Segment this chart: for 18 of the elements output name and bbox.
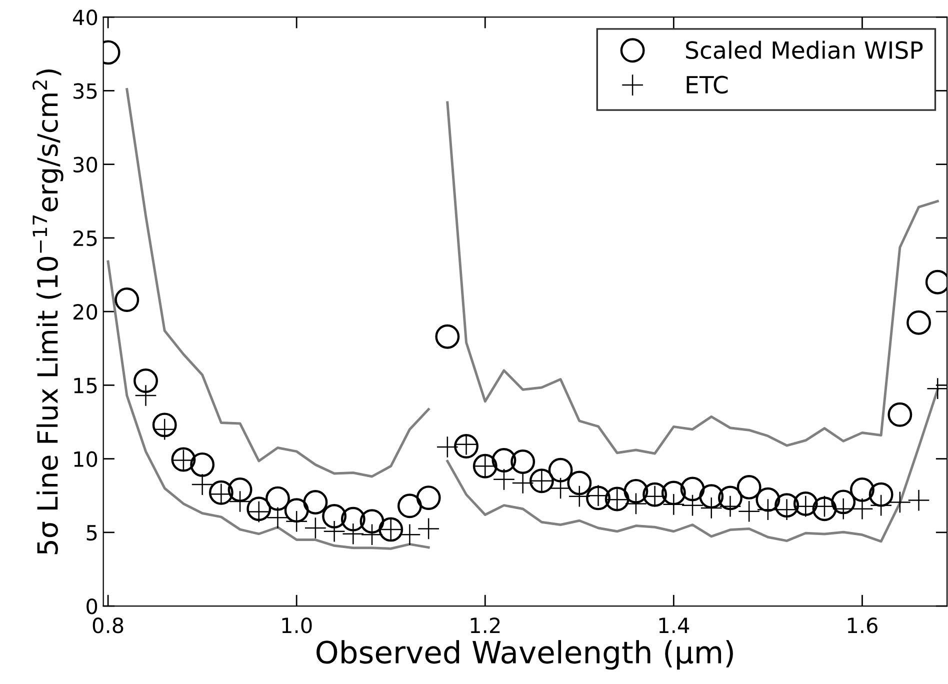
y-tick-label: 15	[74, 378, 97, 394]
x-tick-label: 1.6	[848, 618, 878, 634]
legend-label: ETC	[686, 76, 728, 94]
y-tick-label: 30	[74, 156, 98, 173]
x-tick-label: 0.8	[92, 618, 124, 634]
y-tick-label: 0	[86, 598, 98, 614]
y-tick-label: 40	[72, 10, 98, 26]
x-axis-title: Observed Wavelength (μm)	[316, 640, 733, 670]
legend-label: Scaled Median WISP	[686, 40, 923, 59]
y-tick-label: 5	[86, 525, 97, 541]
y-tick-label: 35	[74, 83, 97, 99]
x-tick-label: 1.4	[659, 618, 690, 633]
y-tick-label: 10	[74, 451, 98, 468]
x-tick-label: 1.0	[282, 618, 312, 634]
y-tick-label: 25	[73, 230, 97, 246]
y-axis-title: 5σ Line Flux Limit (10$^{−17}$erg/s/cm$^{2}$)	[32, 69, 64, 554]
y-tick-label: 20	[73, 304, 98, 320]
x-tick-label: 1.2	[470, 618, 500, 633]
